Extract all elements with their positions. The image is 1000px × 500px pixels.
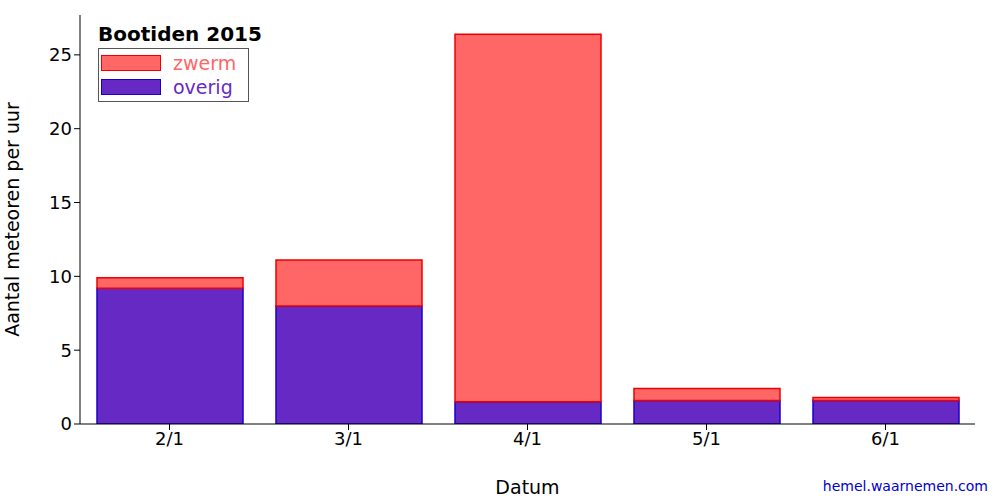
svg-text:5/1: 5/1 bbox=[692, 428, 721, 449]
html-text:zwerm: zwerm bbox=[173, 52, 237, 74]
svg-text:4/1: 4/1 bbox=[513, 428, 542, 449]
svg-text:2/1: 2/1 bbox=[155, 428, 184, 449]
svg-text:10: 10 bbox=[49, 266, 72, 287]
svg-text:20: 20 bbox=[49, 118, 72, 139]
svg-text:3/1: 3/1 bbox=[334, 428, 363, 449]
svg-text:0: 0 bbox=[61, 413, 72, 434]
svg-text:Aantal meteoren per uur: Aantal meteoren per uur bbox=[8, 102, 23, 337]
html-text:hemel.waarnemen.com: hemel.waarnemen.com bbox=[822, 478, 988, 494]
svg-text:15: 15 bbox=[49, 192, 72, 213]
html-text:overig: overig bbox=[173, 76, 233, 98]
svg-text:5: 5 bbox=[61, 340, 72, 361]
svg-text:6/1: 6/1 bbox=[871, 428, 900, 449]
html-text:Bootiden 2015: Bootiden 2015 bbox=[98, 22, 262, 46]
svg-text:25: 25 bbox=[49, 44, 72, 65]
svg-text:Datum: Datum bbox=[495, 476, 559, 498]
